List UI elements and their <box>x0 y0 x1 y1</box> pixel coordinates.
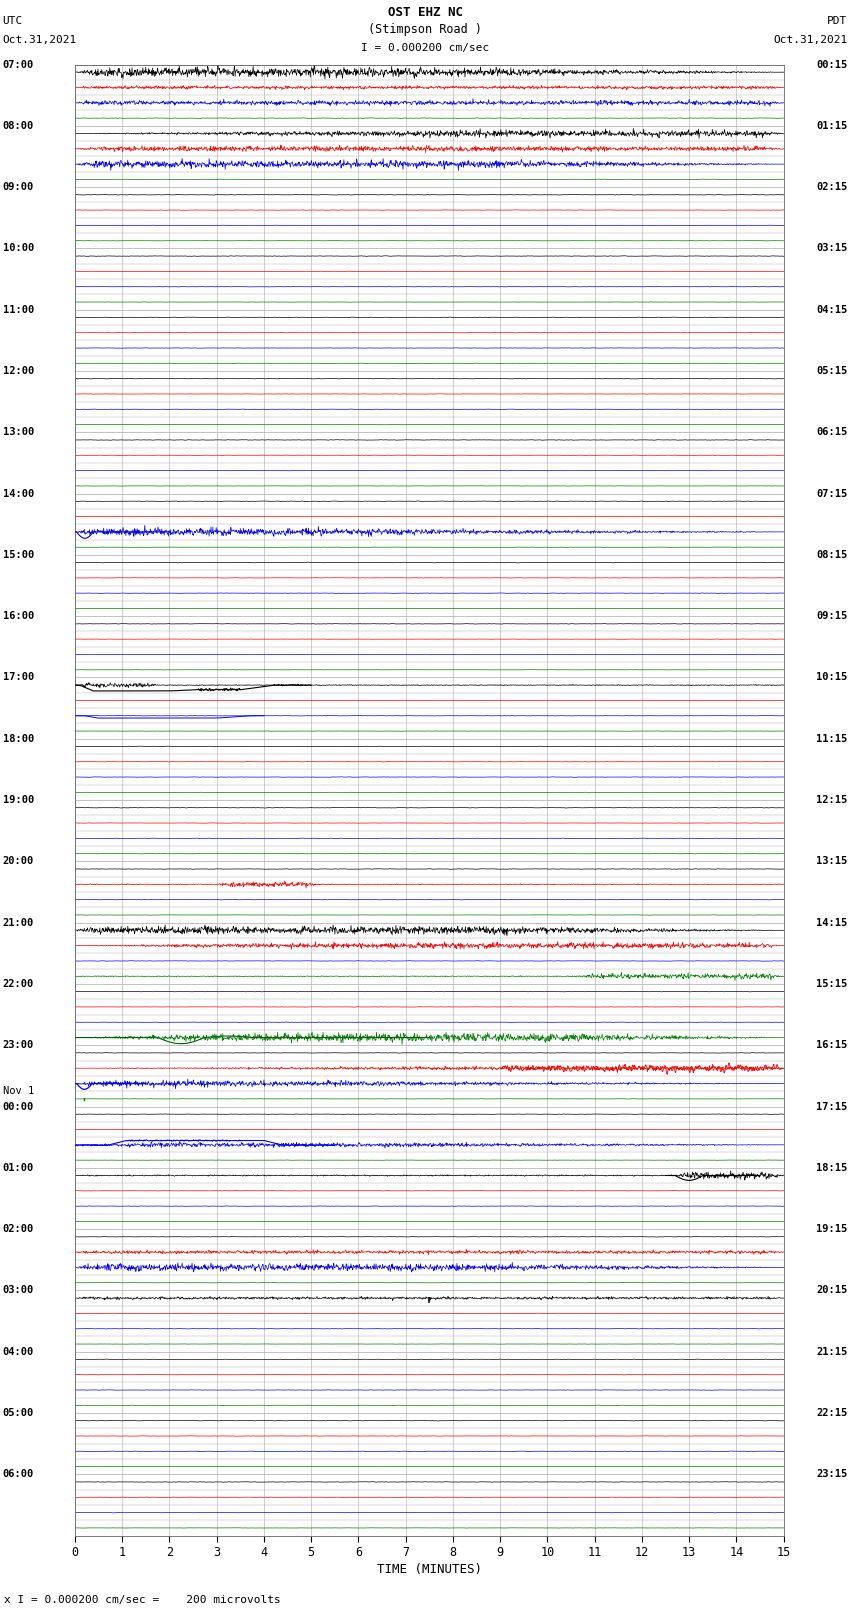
Text: 05:15: 05:15 <box>816 366 847 376</box>
Text: 00:15: 00:15 <box>816 60 847 69</box>
Text: 04:00: 04:00 <box>3 1347 34 1357</box>
Text: 11:00: 11:00 <box>3 305 34 315</box>
Text: 12:00: 12:00 <box>3 366 34 376</box>
Text: 07:00: 07:00 <box>3 60 34 69</box>
Text: UTC: UTC <box>3 16 23 26</box>
Text: 16:00: 16:00 <box>3 611 34 621</box>
Text: 12:15: 12:15 <box>816 795 847 805</box>
Text: 00:00: 00:00 <box>3 1102 34 1111</box>
Text: 06:00: 06:00 <box>3 1469 34 1479</box>
Text: 22:15: 22:15 <box>816 1408 847 1418</box>
Text: PDT: PDT <box>827 16 847 26</box>
Text: 08:00: 08:00 <box>3 121 34 131</box>
Text: 07:15: 07:15 <box>816 489 847 498</box>
Text: 13:15: 13:15 <box>816 857 847 866</box>
X-axis label: TIME (MINUTES): TIME (MINUTES) <box>377 1563 482 1576</box>
Text: 01:15: 01:15 <box>816 121 847 131</box>
Text: 16:15: 16:15 <box>816 1040 847 1050</box>
Text: 01:00: 01:00 <box>3 1163 34 1173</box>
Text: 23:15: 23:15 <box>816 1469 847 1479</box>
Text: Nov 1: Nov 1 <box>3 1086 34 1097</box>
Text: 09:00: 09:00 <box>3 182 34 192</box>
Text: 15:00: 15:00 <box>3 550 34 560</box>
Text: 08:15: 08:15 <box>816 550 847 560</box>
Text: Oct.31,2021: Oct.31,2021 <box>3 35 76 45</box>
Text: Oct.31,2021: Oct.31,2021 <box>774 35 847 45</box>
Text: 11:15: 11:15 <box>816 734 847 744</box>
Text: 10:00: 10:00 <box>3 244 34 253</box>
Text: 05:00: 05:00 <box>3 1408 34 1418</box>
Text: 22:00: 22:00 <box>3 979 34 989</box>
Text: 03:00: 03:00 <box>3 1286 34 1295</box>
Text: 03:15: 03:15 <box>816 244 847 253</box>
Text: 04:15: 04:15 <box>816 305 847 315</box>
Text: 21:00: 21:00 <box>3 918 34 927</box>
Text: 02:00: 02:00 <box>3 1224 34 1234</box>
Text: 06:15: 06:15 <box>816 427 847 437</box>
Text: 19:15: 19:15 <box>816 1224 847 1234</box>
Text: x I = 0.000200 cm/sec =    200 microvolts: x I = 0.000200 cm/sec = 200 microvolts <box>4 1595 281 1605</box>
Text: 17:15: 17:15 <box>816 1102 847 1111</box>
Text: 18:00: 18:00 <box>3 734 34 744</box>
Text: 13:00: 13:00 <box>3 427 34 437</box>
Text: 14:15: 14:15 <box>816 918 847 927</box>
Text: 18:15: 18:15 <box>816 1163 847 1173</box>
Text: 09:15: 09:15 <box>816 611 847 621</box>
Text: I = 0.000200 cm/sec: I = 0.000200 cm/sec <box>361 44 489 53</box>
Text: 19:00: 19:00 <box>3 795 34 805</box>
Text: 15:15: 15:15 <box>816 979 847 989</box>
Text: 20:15: 20:15 <box>816 1286 847 1295</box>
Text: 10:15: 10:15 <box>816 673 847 682</box>
Text: OST EHZ NC: OST EHZ NC <box>388 6 462 19</box>
Text: 17:00: 17:00 <box>3 673 34 682</box>
Text: 14:00: 14:00 <box>3 489 34 498</box>
Text: (Stimpson Road ): (Stimpson Road ) <box>368 23 482 35</box>
Text: 21:15: 21:15 <box>816 1347 847 1357</box>
Text: 20:00: 20:00 <box>3 857 34 866</box>
Text: 02:15: 02:15 <box>816 182 847 192</box>
Text: 23:00: 23:00 <box>3 1040 34 1050</box>
